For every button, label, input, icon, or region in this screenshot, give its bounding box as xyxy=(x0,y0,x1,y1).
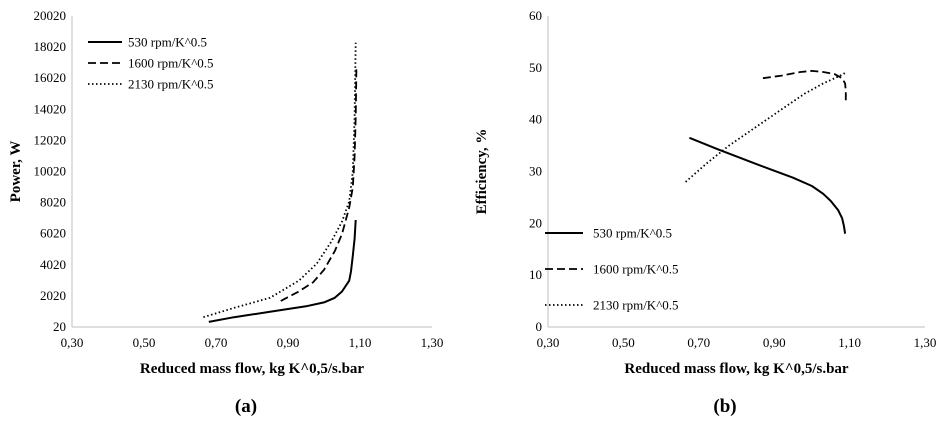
y-tick-label: 2020 xyxy=(40,288,66,303)
x-tick-label: 1,30 xyxy=(914,335,937,350)
y-tick-label: 30 xyxy=(529,164,542,179)
y-tick-label: 40 xyxy=(529,112,542,127)
x-axis-title: Reduced mass flow, kg K^0,5/s.bar xyxy=(624,361,848,377)
legend-label-1: 530 rpm/K^0.5 xyxy=(593,226,672,241)
y-tick-label: 18020 xyxy=(34,39,67,54)
y-tick-label: 10020 xyxy=(34,164,67,179)
x-tick-label: 1,10 xyxy=(838,335,861,350)
x-tick-label: 0,90 xyxy=(277,335,300,350)
series-line-1 xyxy=(208,219,357,323)
panel-label: (b) xyxy=(713,396,736,417)
x-axis-title: Reduced mass flow, kg K^0,5/s.bar xyxy=(140,361,364,377)
y-tick-label: 60 xyxy=(529,8,542,23)
legend-label-2: 1600 rpm/K^0.5 xyxy=(128,56,214,71)
x-tick-label: 1,30 xyxy=(421,335,444,350)
y-axis-title: Efficiency, % xyxy=(474,129,490,215)
y-tick-label: 6020 xyxy=(40,226,66,241)
legend: 530 rpm/K^0.5 1600 rpm/K^0.5 2130 rpm/K^0.… xyxy=(88,35,214,92)
y-tick-label: 20 xyxy=(53,319,66,334)
x-tick-label: 0,30 xyxy=(537,335,560,350)
panel-label: (a) xyxy=(235,396,257,417)
legend: 530 rpm/K^0.5 1600 rpm/K^0.5 2130 rpm/K^0.… xyxy=(545,226,679,313)
y-tick-label: 8020 xyxy=(40,195,66,210)
y-tick-label: 0 xyxy=(536,319,543,334)
y-tick-label: 50 xyxy=(529,60,542,75)
y-tick-label: 4020 xyxy=(40,257,66,272)
legend-label-3: 2130 rpm/K^0.5 xyxy=(128,77,214,92)
y-tick-label: 16020 xyxy=(34,70,67,85)
y-axis-title: Power, W xyxy=(8,141,24,203)
chart-b: 0 10 20 30 40 50 60 0,30 0,50 0,70 0,90 1,10 1,30 Red… xyxy=(474,8,936,417)
legend-label-1: 530 rpm/K^0.5 xyxy=(128,35,207,50)
x-tick-label: 0,50 xyxy=(612,335,635,350)
x-tick-label: 1,10 xyxy=(349,335,372,350)
x-tick-label: 0,70 xyxy=(205,335,228,350)
y-tick-label: 12020 xyxy=(34,132,67,147)
legend-label-3: 2130 rpm/K^0.5 xyxy=(593,298,679,313)
y-tick-label: 14020 xyxy=(34,101,67,116)
series-line-1 xyxy=(689,136,847,234)
y-tick-label: 20 xyxy=(529,215,542,230)
x-tick-label: 0,30 xyxy=(61,335,84,350)
x-tick-label: 0,50 xyxy=(133,335,156,350)
series-line-2 xyxy=(280,67,358,302)
legend-label-2: 1600 rpm/K^0.5 xyxy=(593,262,679,277)
y-tick-label: 10 xyxy=(529,267,542,282)
x-tick-label: 0,90 xyxy=(763,335,786,350)
chart-a: 2020204020602080201002012020140201602018… xyxy=(8,8,443,417)
series-line-3 xyxy=(203,42,357,319)
series-line-3 xyxy=(685,72,846,183)
y-tick-label: 20020 xyxy=(34,8,67,23)
series-line-2 xyxy=(762,70,847,102)
x-tick-label: 0,70 xyxy=(687,335,710,350)
